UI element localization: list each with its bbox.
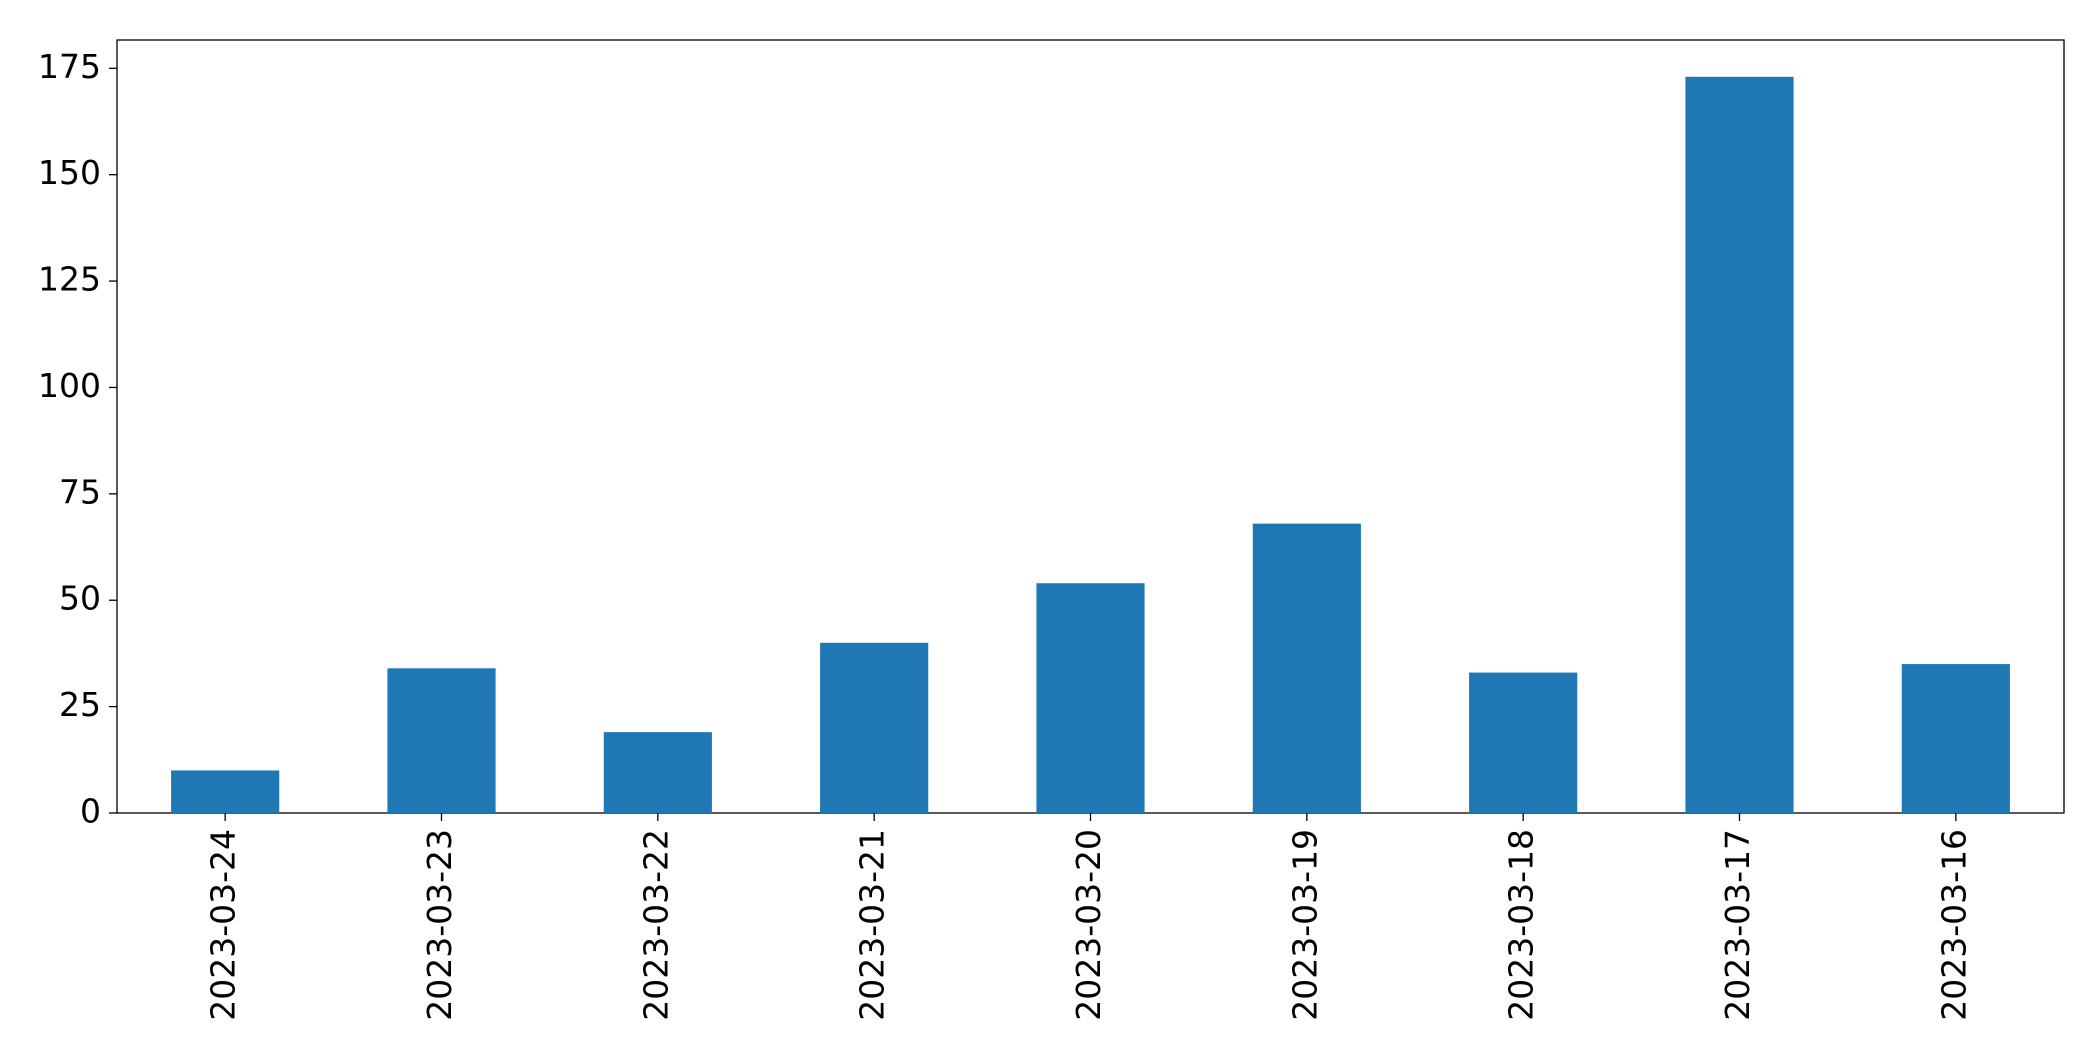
- x-tick-label: 2023-03-21: [853, 829, 892, 1021]
- bar: [1036, 583, 1145, 813]
- y-tick-label: 25: [59, 685, 101, 724]
- y-tick-label: 75: [59, 472, 101, 511]
- bar: [387, 668, 496, 813]
- y-tick-label: 0: [80, 792, 101, 831]
- x-tick-label: 2023-03-18: [1502, 829, 1541, 1021]
- bar: [1469, 672, 1578, 813]
- x-tick-label: 2023-03-24: [204, 829, 243, 1021]
- y-tick-label: 50: [59, 579, 101, 618]
- x-tick-label: 2023-03-17: [1718, 829, 1757, 1021]
- bar: [1901, 664, 2010, 813]
- y-tick-label: 150: [38, 153, 101, 192]
- y-tick-label: 125: [38, 260, 101, 299]
- x-tick-label: 2023-03-16: [1934, 829, 1973, 1021]
- bar: [1685, 76, 1794, 814]
- x-tick-label: 2023-03-20: [1069, 829, 1108, 1021]
- x-tick-label: 2023-03-19: [1285, 829, 1324, 1021]
- bar: [1252, 523, 1361, 813]
- bar: [171, 770, 280, 813]
- bar: [820, 642, 929, 813]
- x-tick-label: 2023-03-22: [636, 829, 675, 1021]
- y-tick-label: 175: [38, 47, 101, 86]
- x-tick-label: 2023-03-23: [420, 829, 459, 1021]
- bar: [603, 732, 712, 813]
- y-tick-label: 100: [38, 366, 101, 405]
